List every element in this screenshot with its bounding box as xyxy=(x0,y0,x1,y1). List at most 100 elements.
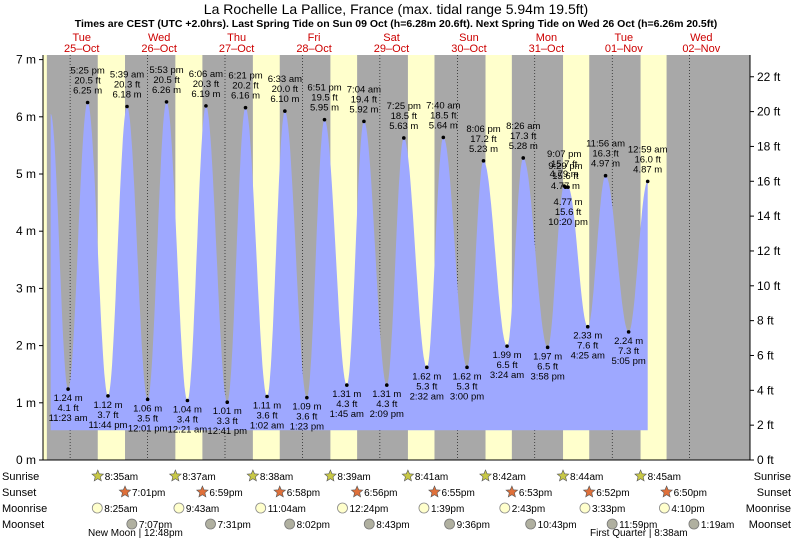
tide-label: 20.3 ft xyxy=(193,79,220,90)
y-tick-label-ft: 4 ft xyxy=(757,383,774,397)
tide-label: 20.5 ft xyxy=(74,76,101,87)
tide-point xyxy=(125,104,129,109)
sunset-time: 6:52pm xyxy=(596,488,629,499)
day-date: 01–Nov xyxy=(605,43,643,55)
tide-label: 16.3 ft xyxy=(592,149,619,160)
moonrise-icon xyxy=(499,502,511,514)
tide-point xyxy=(204,104,208,108)
y-tick-label-m: 7 m xyxy=(16,53,36,67)
tide-point xyxy=(425,365,429,370)
moonrise-time: 11:04am xyxy=(268,504,306,515)
tide-label: 20.0 ft xyxy=(272,84,299,95)
day-date: 25–Oct xyxy=(64,43,99,55)
astro-row-label: Moonset xyxy=(749,519,791,531)
y-tick-label-ft: 6 ft xyxy=(757,348,774,362)
moonset-icon xyxy=(363,518,375,530)
tide-label: 19.4 ft xyxy=(351,94,378,105)
tide-curve xyxy=(50,101,648,431)
y-tick-label-ft: 10 ft xyxy=(757,279,781,293)
tide-label: 3.3 ft xyxy=(217,416,238,427)
tide-label: 9:07 pm xyxy=(547,149,581,160)
tide-label: 5:25 pm xyxy=(70,66,104,77)
moonset-icon xyxy=(606,518,618,530)
astro-row-label: Sunrise xyxy=(2,471,39,483)
moonrise-icon xyxy=(255,502,267,514)
tide-label: 12:21 am xyxy=(168,425,208,436)
day-date: 26–Oct xyxy=(141,43,176,55)
day-name: Mon xyxy=(536,32,557,44)
sunset-icon xyxy=(195,485,209,498)
tide-label: 3:24 am xyxy=(490,370,524,381)
tide-label: 2.33 m xyxy=(573,331,602,342)
y-tick-label-m: 3 m xyxy=(16,281,36,295)
moonrise-time: 2:43pm xyxy=(512,504,545,515)
moonrise-icon xyxy=(91,502,103,514)
moonrise-icon xyxy=(418,502,430,514)
tide-label: 20.5 ft xyxy=(153,75,180,86)
tide-label: 5.3 ft xyxy=(456,381,477,392)
tide-label: 6.5 ft xyxy=(537,361,558,372)
tide-point xyxy=(164,100,169,104)
tide-label: 4.79 m xyxy=(550,169,579,180)
y-tick-label-ft: 16 ft xyxy=(757,174,781,188)
y-tick-label-ft: 2 ft xyxy=(757,418,774,432)
moonrise-time: 9:43am xyxy=(186,504,219,515)
moonrise-time: 12:24pm xyxy=(349,504,388,515)
tide-label: 6:06 am xyxy=(189,69,223,80)
tide-point xyxy=(225,400,230,405)
tide-label: 5:39 am xyxy=(110,70,144,81)
moonrise-icon xyxy=(579,502,591,514)
sunrise-time: 8:38am xyxy=(260,472,293,483)
tide-point xyxy=(566,185,570,189)
sunset-icon xyxy=(350,485,364,498)
tide-area xyxy=(50,101,648,431)
tide-point xyxy=(402,136,406,140)
day-date: 02–Nov xyxy=(682,43,720,55)
day-labels: Tue25–OctWed26–OctThu27–OctFri28–OctSat2… xyxy=(64,32,721,55)
tide-point xyxy=(441,135,446,140)
tide-label: 6.26 m xyxy=(152,85,181,96)
tide-label: 7:04 am xyxy=(347,84,381,95)
tide-label: 4.87 m xyxy=(633,164,662,175)
y-tick-label-ft: 14 ft xyxy=(757,209,781,223)
y-tick-label-ft: 18 ft xyxy=(757,139,781,153)
tide-point xyxy=(545,345,550,350)
tide-point xyxy=(145,397,150,402)
tide-label: 3.7 ft xyxy=(97,410,118,421)
day-name: Sun xyxy=(459,32,479,44)
astro-rows: Sunrise Sunrise Sunset Sunset Moonrise Moonri… xyxy=(2,469,791,539)
sunrise-time: 8:39am xyxy=(337,472,370,483)
chart-subtitle: Times are CEST (UTC +2.0hrs). Last Sprin… xyxy=(75,18,718,30)
tide-point xyxy=(66,387,70,391)
tide-label: 1.04 m xyxy=(173,405,202,416)
tide-label: 3.4 ft xyxy=(177,415,198,426)
tide-label: 4.77 m xyxy=(554,197,583,208)
sunrise-time: 8:37am xyxy=(182,472,215,483)
tide-point xyxy=(265,394,269,399)
y-tick-label-ft: 20 ft xyxy=(757,105,781,119)
y-tick-label-m: 4 m xyxy=(16,224,36,238)
tide-label: 6:33 am xyxy=(268,74,302,85)
moonrise-icon xyxy=(659,502,670,514)
sunrise-icon xyxy=(634,469,648,482)
sunset-icon xyxy=(582,485,596,498)
tide-point xyxy=(645,179,650,184)
moonrise-icon xyxy=(337,502,348,514)
moonset-time: 11:59pm xyxy=(619,520,657,531)
tide-label: 4.97 m xyxy=(591,159,620,170)
sunrise-icon xyxy=(401,469,415,482)
astro-row-label: Sunset xyxy=(757,487,791,499)
y-tick-label-m: 5 m xyxy=(16,167,36,181)
moonrise-time: 4:10pm xyxy=(671,504,704,515)
tide-label: 5:05 pm xyxy=(611,356,645,367)
y-tick-label-ft: 0 ft xyxy=(757,453,774,467)
sunset-icon xyxy=(273,485,287,498)
tide-label: 6.16 m xyxy=(231,91,260,102)
moonrise-time: 3:33pm xyxy=(592,504,625,515)
day-name: Tue xyxy=(72,32,91,44)
sunset-time: 6:59pm xyxy=(209,488,242,499)
moonset-time: 1:19am xyxy=(701,520,734,531)
moonset-time: 9:36pm xyxy=(457,520,490,531)
tide-label: 6.19 m xyxy=(191,89,220,100)
